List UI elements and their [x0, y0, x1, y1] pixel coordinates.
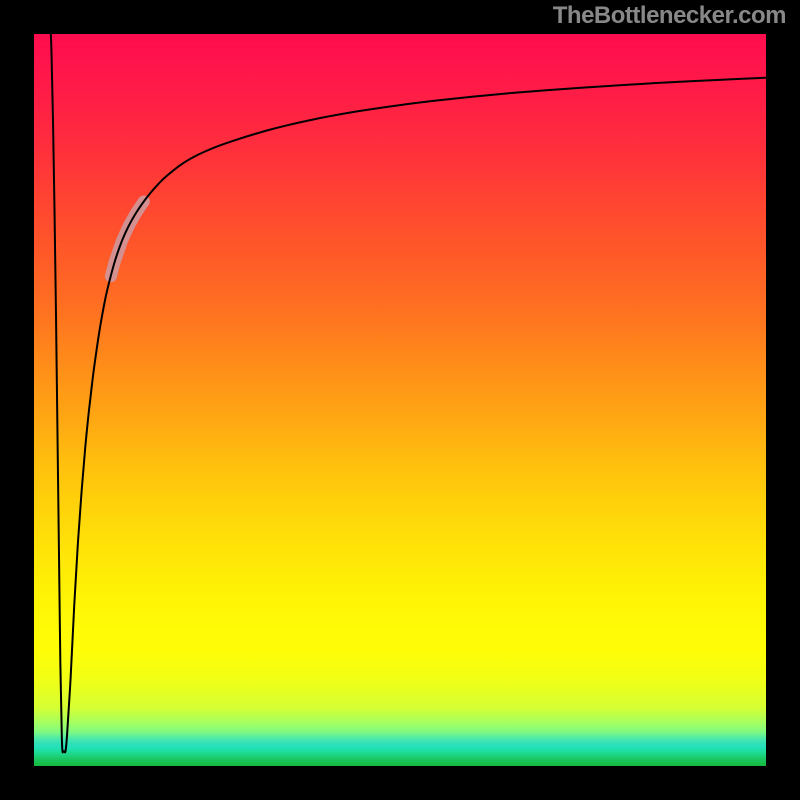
watermark-text: TheBottlenecker.com: [549, 0, 790, 32]
chart-container: TheBottlenecker.com: [0, 0, 800, 800]
chart-plot-background: [34, 34, 766, 766]
bottleneck-chart: [0, 0, 800, 800]
